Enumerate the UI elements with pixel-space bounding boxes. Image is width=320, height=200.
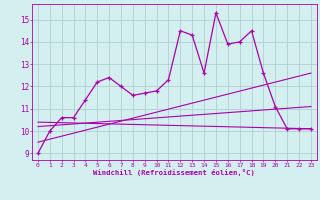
X-axis label: Windchill (Refroidissement éolien,°C): Windchill (Refroidissement éolien,°C) — [93, 169, 255, 176]
